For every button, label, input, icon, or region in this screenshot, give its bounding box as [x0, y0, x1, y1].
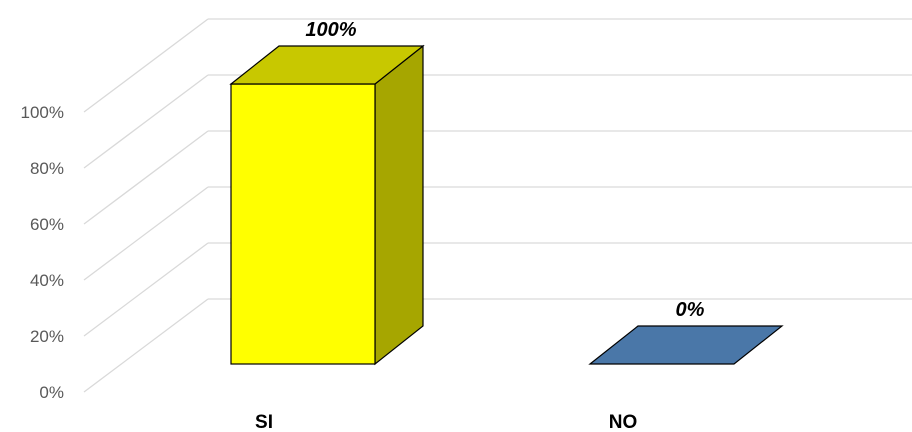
x-axis-categories: SI NO: [255, 412, 637, 432]
y-axis-ticks: 0% 20% 40% 60% 80% 100%: [21, 103, 64, 402]
y-tick-label: 100%: [21, 103, 64, 122]
data-label-si: 100%: [305, 19, 356, 41]
bars: [229, 44, 784, 366]
y-tick-label: 20%: [30, 327, 64, 346]
y-tick-label: 0%: [39, 383, 64, 402]
gridline-side: [83, 186, 209, 281]
y-tick-label: 80%: [30, 159, 64, 178]
gridline-side: [83, 298, 209, 393]
data-label-no: 0%: [676, 299, 705, 321]
bar-si-top: [229, 45, 425, 85]
bar-si-front: [230, 83, 376, 365]
y-tick-label: 60%: [30, 215, 64, 234]
gridlines: [83, 18, 912, 393]
gridline-side: [83, 74, 209, 169]
gridline-side: [83, 18, 209, 113]
bar-no-top: [588, 325, 784, 365]
gridline-side: [83, 130, 209, 225]
category-label-si: SI: [255, 412, 273, 432]
data-labels: 100% 0%: [305, 19, 704, 321]
y-tick-label: 40%: [30, 271, 64, 290]
gridline-side: [83, 242, 209, 337]
category-label-no: NO: [609, 412, 638, 432]
bar-si-side: [374, 44, 424, 366]
